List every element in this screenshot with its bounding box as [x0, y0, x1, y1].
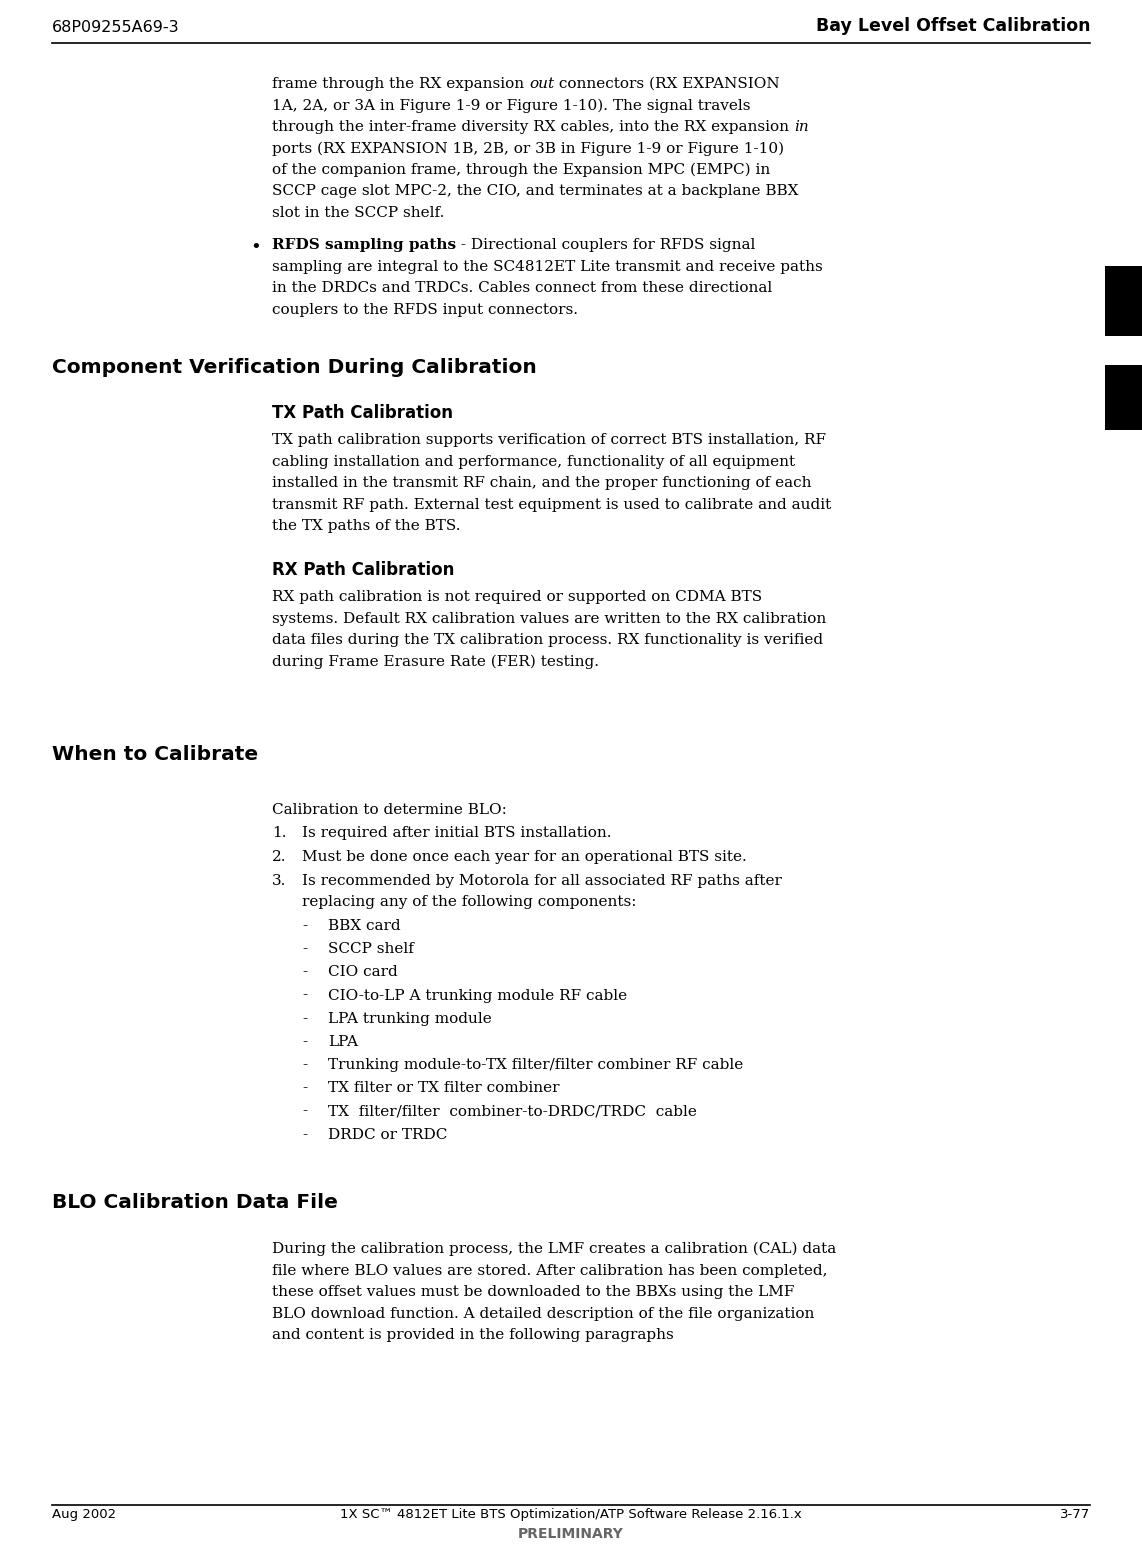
Text: connectors (RX EXPANSION: connectors (RX EXPANSION [554, 77, 780, 91]
Text: SCCP cage slot MPC-2, the CIO, and terminates at a backplane BBX: SCCP cage slot MPC-2, the CIO, and termi… [272, 185, 798, 199]
Text: •: • [250, 238, 260, 257]
Text: -: - [301, 942, 307, 956]
Text: -: - [301, 1128, 307, 1142]
Text: Component Verification During Calibration: Component Verification During Calibratio… [53, 358, 537, 377]
Text: PRELIMINARY: PRELIMINARY [518, 1527, 624, 1542]
Text: TX Path Calibration: TX Path Calibration [272, 404, 453, 423]
Text: installed in the transmit RF chain, and the proper functioning of each: installed in the transmit RF chain, and … [272, 476, 812, 490]
Text: during Frame Erasure Rate (FER) testing.: during Frame Erasure Rate (FER) testing. [272, 654, 600, 670]
Text: -: - [301, 1058, 307, 1072]
Text: RX path calibration is not required or supported on CDMA BTS: RX path calibration is not required or s… [272, 590, 762, 604]
Text: couplers to the RFDS input connectors.: couplers to the RFDS input connectors. [272, 302, 578, 316]
Text: out: out [529, 77, 554, 91]
Text: RX Path Calibration: RX Path Calibration [272, 560, 455, 579]
Text: -: - [301, 966, 307, 980]
Text: 3-77: 3-77 [1060, 1509, 1089, 1521]
Text: Trunking module-to-TX filter/filter combiner RF cable: Trunking module-to-TX filter/filter comb… [328, 1058, 743, 1072]
Text: BLO Calibration Data File: BLO Calibration Data File [53, 1193, 338, 1211]
Text: 3.: 3. [272, 873, 287, 887]
Text: sampling are integral to the SC4812ET Lite transmit and receive paths: sampling are integral to the SC4812ET Li… [272, 260, 822, 274]
Text: systems. Default RX calibration values are written to the RX calibration: systems. Default RX calibration values a… [272, 612, 827, 626]
Text: 1A, 2A, or 3A in Figure 1-9 or Figure 1-10). The signal travels: 1A, 2A, or 3A in Figure 1-9 or Figure 1-… [272, 99, 750, 113]
Text: Aug 2002: Aug 2002 [53, 1509, 116, 1521]
Text: 2.: 2. [272, 850, 287, 864]
Text: data files during the TX calibration process. RX functionality is verified: data files during the TX calibration pro… [272, 634, 823, 648]
Text: frame through the RX expansion: frame through the RX expansion [272, 77, 529, 91]
Text: CIO-to-LP A trunking module RF cable: CIO-to-LP A trunking module RF cable [328, 989, 627, 1003]
Text: Is required after initial BTS installation.: Is required after initial BTS installati… [301, 826, 611, 840]
Text: TX path calibration supports verification of correct BTS installation, RF: TX path calibration supports verificatio… [272, 434, 826, 448]
Text: 1.: 1. [272, 826, 287, 840]
Text: -: - [301, 1081, 307, 1096]
Text: in: in [794, 121, 809, 135]
Text: LPA: LPA [328, 1034, 357, 1049]
Text: During the calibration process, the LMF creates a calibration (CAL) data: During the calibration process, the LMF … [272, 1243, 836, 1257]
Text: 3: 3 [1116, 368, 1132, 393]
Text: cabling installation and performance, functionality of all equipment: cabling installation and performance, fu… [272, 455, 795, 470]
Text: 1X SC™ 4812ET Lite BTS Optimization/ATP Software Release 2.16.1.x: 1X SC™ 4812ET Lite BTS Optimization/ATP … [340, 1509, 802, 1521]
Text: Bay Level Offset Calibration: Bay Level Offset Calibration [815, 17, 1089, 34]
Bar [1105, 365, 1142, 430]
Text: BLO download function. A detailed description of the file organization: BLO download function. A detailed descri… [272, 1307, 814, 1321]
Text: replacing any of the following components:: replacing any of the following component… [301, 895, 636, 909]
Text: TX  filter/filter  combiner-to-DRDC/TRDC  cable: TX filter/filter combiner-to-DRDC/TRDC c… [328, 1105, 697, 1119]
Text: When to Calibrate: When to Calibrate [53, 745, 258, 764]
Text: transmit RF path. External test equipment is used to calibrate and audit: transmit RF path. External test equipmen… [272, 498, 831, 512]
Text: TX filter or TX filter combiner: TX filter or TX filter combiner [328, 1081, 560, 1096]
Text: -: - [301, 1034, 307, 1049]
Text: through the inter-frame diversity RX cables, into the RX expansion: through the inter-frame diversity RX cab… [272, 121, 794, 135]
Text: the TX paths of the BTS.: the TX paths of the BTS. [272, 520, 460, 534]
Text: 68P09255A69-3: 68P09255A69-3 [53, 20, 179, 34]
Text: -: - [301, 989, 307, 1003]
Text: slot in the SCCP shelf.: slot in the SCCP shelf. [272, 207, 444, 221]
Text: DRDC or TRDC: DRDC or TRDC [328, 1128, 448, 1142]
Text: CIO card: CIO card [328, 966, 397, 980]
Text: Must be done once each year for an operational BTS site.: Must be done once each year for an opera… [301, 850, 747, 864]
Text: -: - [301, 919, 307, 933]
Text: these offset values must be downloaded to the BBXs using the LMF: these offset values must be downloaded t… [272, 1285, 795, 1299]
Text: of the companion frame, through the Expansion MPC (EMPC) in: of the companion frame, through the Expa… [272, 163, 770, 177]
Text: BBX card: BBX card [328, 919, 401, 933]
Text: -: - [301, 1105, 307, 1119]
Text: -: - [301, 1011, 307, 1025]
Text: and content is provided in the following paragraphs: and content is provided in the following… [272, 1329, 674, 1343]
Text: Calibration to determine BLO:: Calibration to determine BLO: [272, 803, 507, 817]
Text: in the DRDCs and TRDCs. Cables connect from these directional: in the DRDCs and TRDCs. Cables connect f… [272, 282, 772, 296]
Text: ports (RX EXPANSION 1B, 2B, or 3B in Figure 1-9 or Figure 1-10): ports (RX EXPANSION 1B, 2B, or 3B in Fig… [272, 141, 785, 156]
Text: SCCP shelf: SCCP shelf [328, 942, 413, 956]
Text: LPA trunking module: LPA trunking module [328, 1011, 492, 1025]
Text: file where BLO values are stored. After calibration has been completed,: file where BLO values are stored. After … [272, 1263, 828, 1277]
Text: RFDS sampling paths: RFDS sampling paths [272, 238, 456, 252]
Bar [1105, 266, 1142, 336]
Text: - Directional couplers for RFDS signal: - Directional couplers for RFDS signal [456, 238, 756, 252]
Text: Is recommended by Motorola for all associated RF paths after: Is recommended by Motorola for all assoc… [301, 873, 782, 887]
